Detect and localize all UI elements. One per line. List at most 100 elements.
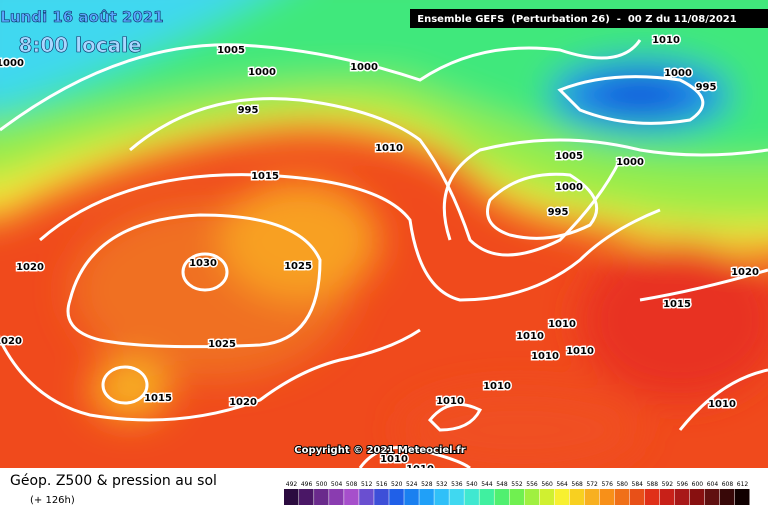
isobar-label: 1010 <box>566 346 594 357</box>
legend-label: 496 <box>301 481 313 488</box>
isobar-label: 1015 <box>663 299 691 310</box>
model-box <box>410 9 768 28</box>
isobar-label: 1010 <box>406 464 434 475</box>
legend-swatch <box>359 489 374 505</box>
field: 1005100010009951000101010151030102510201… <box>0 0 768 475</box>
model-info: Ensemble GEFS (Perturbation 26) - 00 Z d… <box>417 14 736 25</box>
legend-label: 532 <box>436 481 448 488</box>
isobar-label: 1030 <box>189 258 217 269</box>
legend-swatch <box>494 489 509 505</box>
isobar-label: 1020 <box>16 262 44 273</box>
legend-swatch <box>464 489 479 505</box>
isobar-label: 1000 <box>350 62 378 73</box>
legend: 492 496 500 504 508 512 516 520 524 528 532 536 540 5… <box>284 481 750 505</box>
legend-label: 608 <box>722 481 734 488</box>
legend-label: 528 <box>421 481 433 488</box>
legend-swatch <box>344 489 359 505</box>
legend-label: 512 <box>361 481 373 488</box>
legend-label: 560 <box>541 481 553 488</box>
legend-label: 520 <box>391 481 403 488</box>
legend-label: 540 <box>466 481 478 488</box>
legend-swatch <box>389 489 404 505</box>
copyright: Copyright © 2021 Meteociel.fr <box>294 445 465 456</box>
legend-swatch <box>434 489 449 505</box>
legend-label: 504 <box>331 481 343 488</box>
isobar-label: 1020 <box>731 267 759 278</box>
legend-label: 552 <box>511 481 523 488</box>
legend-label: 596 <box>677 481 689 488</box>
isobar-label: 1010 <box>652 35 680 46</box>
legend-label: 584 <box>632 481 644 488</box>
legend-label: 568 <box>571 481 583 488</box>
legend-swatch <box>689 489 705 505</box>
legend-swatch <box>404 489 419 505</box>
isobar-label: 1015 <box>251 171 279 182</box>
isobar-label: 995 <box>696 82 717 93</box>
legend-swatch <box>314 489 329 505</box>
legend-label: 580 <box>616 481 628 488</box>
legend-swatch <box>569 489 585 505</box>
legend-label: 564 <box>556 481 568 488</box>
legend-label: 604 <box>707 481 719 488</box>
legend-swatch <box>284 489 299 505</box>
isobar-label: 995 <box>548 207 569 218</box>
legend-swatch <box>674 489 690 505</box>
local-time: 8:00 locale <box>18 33 141 57</box>
isobar-label: 1025 <box>208 339 236 350</box>
date: Lundi 16 août 2021 <box>0 8 163 26</box>
isobar-label: 1000 <box>555 182 583 193</box>
legend-label: 600 <box>692 481 704 488</box>
legend-label: 544 <box>481 481 493 488</box>
legend-swatch <box>719 489 735 505</box>
isobar-label: 1010 <box>708 399 736 410</box>
legend-swatch <box>704 489 720 505</box>
isobar-label: 1010 <box>483 381 511 392</box>
legend-label: 548 <box>496 481 508 488</box>
legend-label: 576 <box>601 481 613 488</box>
isobar-label: 1005 <box>217 45 245 56</box>
legend-label: 592 <box>662 481 674 488</box>
legend-swatch <box>329 489 344 505</box>
isobar-label: 995 <box>238 105 259 116</box>
isobar-label: 1000 <box>248 67 276 78</box>
legend-swatch <box>614 489 630 505</box>
legend-swatch <box>539 489 555 505</box>
isobar-label: 1020 <box>0 336 22 347</box>
isobars <box>0 39 768 468</box>
isobar-label: 1015 <box>144 393 172 404</box>
legend-swatch <box>659 489 675 505</box>
legend-swatch <box>479 489 494 505</box>
isobar-label: 1020 <box>229 397 257 408</box>
legend-label: 492 <box>286 481 298 488</box>
legend-swatch <box>374 489 389 505</box>
legend-swatch <box>584 489 600 505</box>
legend-label: 556 <box>526 481 538 488</box>
isobar-label: 1005 <box>555 151 583 162</box>
legend-label: 500 <box>316 481 328 488</box>
legend-label: 588 <box>647 481 659 488</box>
legend-swatch <box>734 489 750 505</box>
legend-swatch <box>299 489 314 505</box>
footer-title: Géop. Z500 & pression au sol <box>10 473 217 489</box>
legend-swatch <box>629 489 645 505</box>
isobar-label: 1010 <box>548 319 576 330</box>
legend-label: 612 <box>737 481 749 488</box>
legend-label: 524 <box>406 481 418 488</box>
isobar-label: 1010 <box>531 351 559 362</box>
isobar-label: 1000 <box>616 157 644 168</box>
isobar-label: 1010 <box>375 143 403 154</box>
legend-label: 536 <box>451 481 463 488</box>
legend-swatch <box>419 489 434 505</box>
footer-subtitle: (+ 126h) <box>30 495 75 506</box>
legend-label: 516 <box>376 481 388 488</box>
isobar-label: 1010 <box>516 331 544 342</box>
isobar-label: 1025 <box>284 261 312 272</box>
isobar-label: 1000 <box>664 68 692 79</box>
legend-swatch <box>599 489 615 505</box>
isobar-label: 1000 <box>0 58 24 69</box>
legend-label: 572 <box>586 481 598 488</box>
legend-label: 508 <box>346 481 358 488</box>
legend-swatch <box>524 489 540 505</box>
legend-swatch <box>449 489 464 505</box>
